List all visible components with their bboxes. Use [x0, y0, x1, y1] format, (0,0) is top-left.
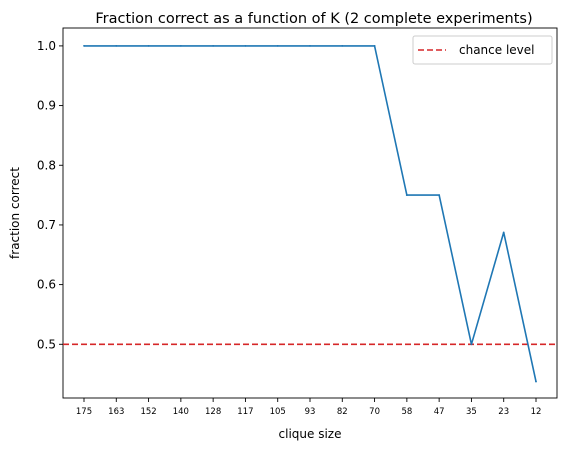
x-tick-label: 58	[401, 407, 412, 417]
data-point	[502, 231, 505, 234]
x-tick-label: 152	[140, 407, 156, 417]
data-point	[373, 45, 376, 47]
data-point	[147, 45, 150, 47]
x-axis-label: clique size	[279, 427, 342, 441]
x-tick-label: 117	[237, 407, 253, 417]
data-point	[535, 380, 537, 383]
x-tick-label: 128	[205, 407, 221, 417]
x-tick-label: 82	[337, 407, 348, 417]
y-tick-label: 1.0	[37, 39, 56, 53]
x-tick-label: 175	[76, 407, 92, 417]
x-tick-label: 47	[434, 407, 445, 417]
x-tick-label: 163	[108, 407, 124, 417]
x-tick-label: 12	[531, 407, 542, 417]
legend: chance level	[412, 35, 553, 65]
y-axis-label: fraction correct	[8, 167, 22, 259]
y-tick-label: 0.9	[37, 99, 56, 113]
data-point	[341, 45, 344, 47]
y-tick-label: 0.7	[37, 218, 56, 232]
y-tick-label: 0.5	[37, 337, 56, 351]
x-tick-label: 105	[270, 407, 286, 417]
x-tick-label: 93	[305, 407, 316, 417]
x-tick-label: 70	[369, 407, 380, 417]
data-point	[212, 45, 215, 47]
data-point	[83, 45, 85, 47]
data-point	[470, 343, 473, 346]
plot-area	[62, 27, 558, 399]
legend-box	[412, 35, 553, 65]
x-tick-label: 140	[173, 407, 189, 417]
y-axis-ticks: 0.5 0.6 0.7 0.8 0.9 1.0	[37, 39, 63, 351]
data-point	[405, 194, 408, 196]
x-tick-label: 23	[498, 407, 509, 417]
legend-label-chance-level: chance level	[459, 43, 535, 57]
data-point	[179, 45, 182, 47]
x-axis-ticks: 175 163 152 140 128 117 105 93 82 70 58 47 35 23 12	[76, 398, 542, 417]
x-tick-label: 35	[466, 407, 477, 417]
data-point	[309, 45, 311, 47]
data-point	[438, 194, 441, 196]
y-tick-label: 0.8	[37, 158, 56, 172]
y-tick-label: 0.6	[37, 278, 56, 292]
data-point	[276, 45, 279, 47]
data-point	[244, 45, 247, 47]
data-point	[115, 45, 118, 47]
chart-title: Fraction correct as a function of K (2 c…	[95, 11, 532, 27]
series-group	[83, 45, 537, 383]
